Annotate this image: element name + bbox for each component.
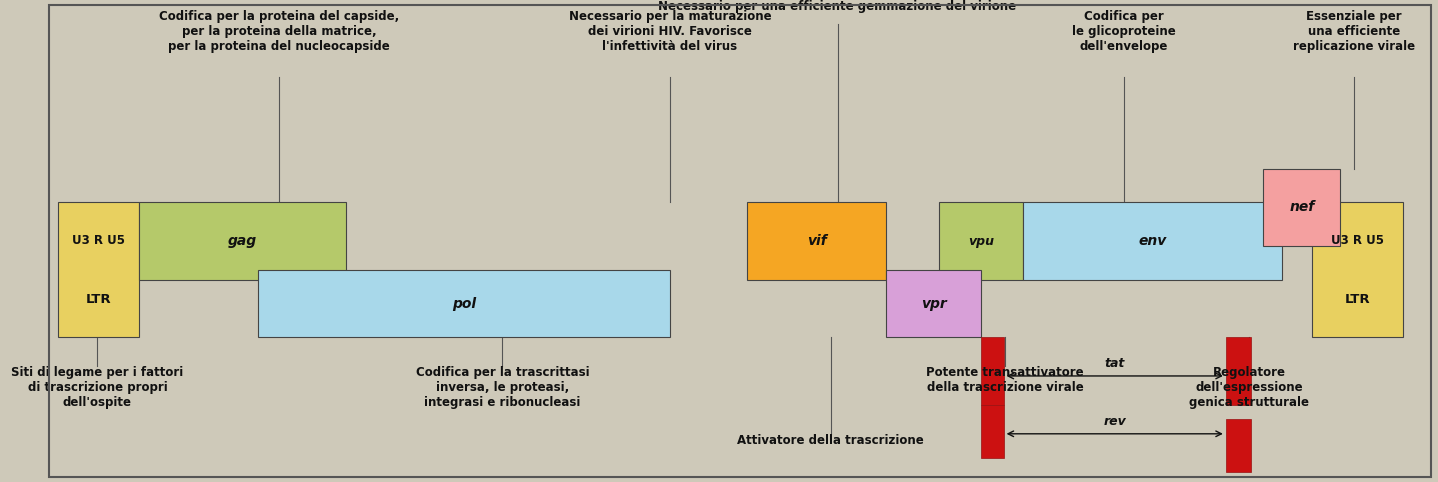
Bar [1225, 419, 1251, 472]
Text: pol: pol [452, 296, 476, 311]
Text: Codifica per la proteina del capside,
per la proteina della matrice,
per la prot: Codifica per la proteina del capside, pe… [158, 10, 400, 53]
Text: vpr: vpr [920, 296, 946, 311]
Text: LTR: LTR [86, 293, 112, 306]
Text: Codifica per la trascrittasi
inversa, le proteasi,
integrasi e ribonucleasi: Codifica per la trascrittasi inversa, le… [416, 366, 590, 409]
Text: U3 R U5: U3 R U5 [72, 234, 125, 247]
Text: U3 R U5: U3 R U5 [1332, 234, 1385, 247]
Text: vif: vif [807, 234, 827, 248]
Bar [886, 270, 981, 337]
Text: Codifica per
le glicoproteine
dell'envelope: Codifica per le glicoproteine dell'envel… [1071, 10, 1176, 53]
Text: Attivatore della trascrizione: Attivatore della trascrizione [738, 434, 925, 447]
Text: Necessario per una efficiente gemmazione del virione: Necessario per una efficiente gemmazione… [659, 0, 1017, 13]
Bar [939, 202, 1024, 280]
Bar [139, 202, 347, 280]
Text: env: env [1139, 234, 1166, 248]
Bar [746, 202, 886, 280]
Text: nef: nef [1290, 200, 1314, 214]
Text: LTR: LTR [1345, 293, 1370, 306]
Text: Necessario per la maturazione
dei virioni HIV. Favorisce
l'infettività del virus: Necessario per la maturazione dei virion… [568, 10, 771, 53]
Bar [1264, 169, 1340, 246]
Text: Siti di legame per i fattori
di trascrizione propri
dell'ospite: Siti di legame per i fattori di trascriz… [12, 366, 184, 409]
Bar [1313, 202, 1403, 337]
Bar [257, 270, 670, 337]
Text: rev: rev [1103, 415, 1126, 428]
Bar [1225, 337, 1251, 405]
Text: tat: tat [1104, 358, 1125, 370]
Bar [59, 202, 139, 337]
Bar [1024, 202, 1281, 280]
Bar [981, 337, 1004, 405]
Text: vpu: vpu [968, 235, 994, 247]
Bar [981, 405, 1004, 458]
Text: gag: gag [229, 234, 257, 248]
Text: Regolatore
dell'espressione
genica strutturale: Regolatore dell'espressione genica strut… [1189, 366, 1310, 409]
Text: Essenziale per
una efficiente
replicazione virale: Essenziale per una efficiente replicazio… [1293, 10, 1415, 53]
Text: Potente transattivatore
della trascrizione virale: Potente transattivatore della trascrizio… [926, 366, 1084, 394]
